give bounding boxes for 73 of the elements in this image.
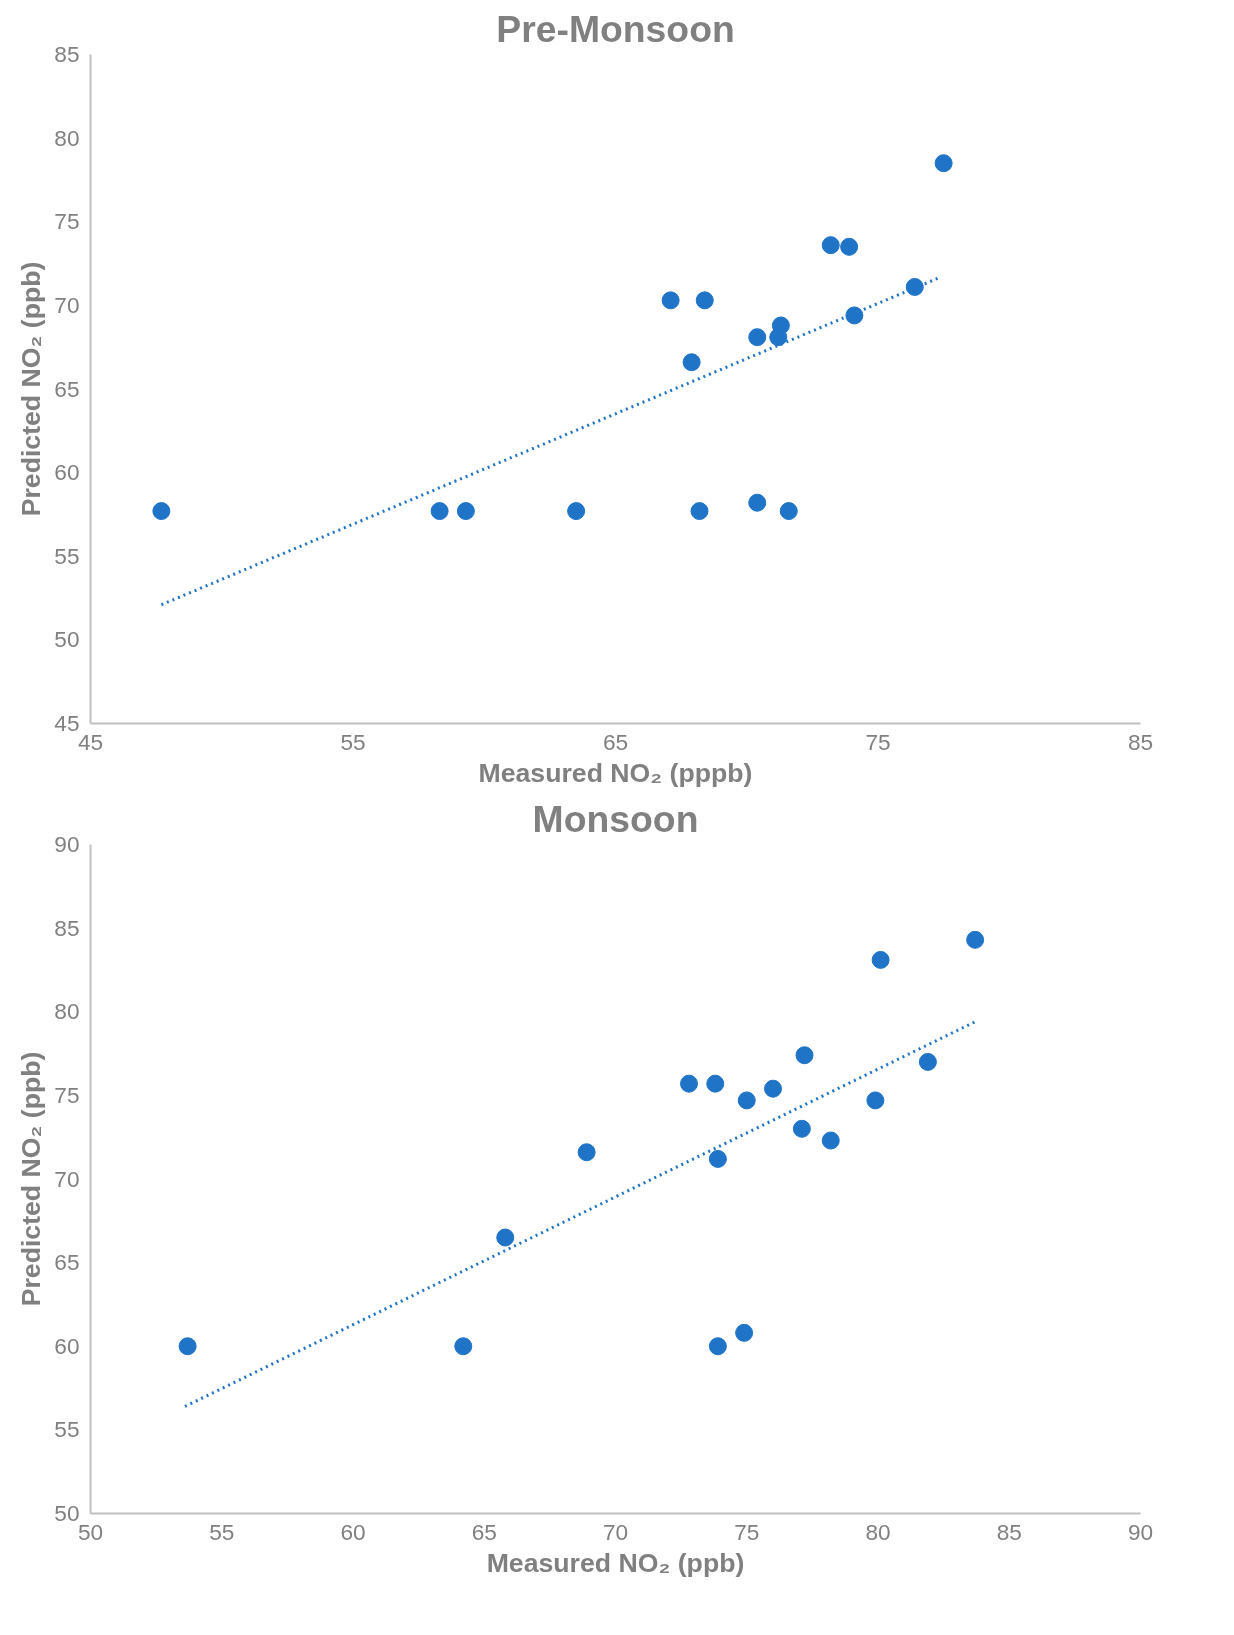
point bbox=[706, 1074, 725, 1093]
point bbox=[661, 291, 680, 310]
point bbox=[821, 236, 840, 255]
y-tick-label: 65 bbox=[54, 1249, 80, 1276]
x-tick-label: 85 bbox=[1127, 728, 1154, 755]
x-tick-label: 55 bbox=[340, 728, 366, 755]
x-tick-label: 45 bbox=[77, 728, 104, 755]
y-tick-label: 50 bbox=[54, 626, 80, 653]
y-tick-label: 45 bbox=[54, 710, 80, 736]
y-axis-title: Predicted NO₂ (ppb) bbox=[16, 1051, 47, 1307]
point bbox=[795, 1046, 814, 1065]
point bbox=[845, 306, 864, 325]
point bbox=[680, 1074, 698, 1093]
point bbox=[708, 1337, 727, 1356]
point bbox=[690, 502, 709, 521]
point bbox=[567, 502, 586, 521]
y-tick-label: 70 bbox=[54, 1165, 80, 1192]
point bbox=[934, 154, 953, 173]
y-tick-label: 55 bbox=[54, 1416, 80, 1443]
point bbox=[695, 291, 714, 310]
y-tick-label: 85 bbox=[54, 914, 80, 941]
point bbox=[792, 1119, 811, 1138]
x-tick-label: 85 bbox=[996, 1518, 1022, 1545]
y-tick-label: 50 bbox=[54, 1500, 80, 1526]
point bbox=[866, 1091, 885, 1110]
y-tick-label: 60 bbox=[54, 459, 80, 486]
x-tick-label: 60 bbox=[340, 1518, 366, 1545]
point bbox=[456, 502, 475, 521]
x-tick-label: 65 bbox=[471, 1518, 497, 1545]
point bbox=[430, 502, 449, 521]
point bbox=[918, 1052, 937, 1071]
x-axis-title: Measured NO₂ (ppb) bbox=[486, 1547, 745, 1578]
y-tick-label: 65 bbox=[54, 375, 80, 402]
point bbox=[454, 1337, 473, 1356]
y-tick-label: 90 bbox=[54, 831, 80, 857]
point bbox=[735, 1323, 754, 1342]
x-tick-label: 70 bbox=[602, 1518, 629, 1545]
point bbox=[764, 1079, 782, 1098]
x-axis-title: Measured NO₂ (pppb) bbox=[478, 757, 753, 788]
x-tick-label: 80 bbox=[865, 1518, 891, 1545]
point bbox=[496, 1228, 515, 1247]
point bbox=[577, 1143, 596, 1162]
point bbox=[779, 502, 798, 521]
y-tick-label: 75 bbox=[54, 208, 80, 235]
x-tick-label: 65 bbox=[602, 728, 629, 755]
y-tick-label: 70 bbox=[54, 291, 80, 318]
x-tick-label: 75 bbox=[865, 728, 891, 755]
point bbox=[748, 493, 767, 512]
y-tick-label: 60 bbox=[54, 1332, 80, 1359]
point bbox=[682, 353, 701, 372]
point bbox=[178, 1337, 197, 1356]
point bbox=[905, 277, 924, 296]
point bbox=[821, 1131, 840, 1150]
x-tick-label: 90 bbox=[1127, 1518, 1154, 1545]
point bbox=[966, 930, 985, 949]
point bbox=[708, 1149, 727, 1168]
y-tick-label: 75 bbox=[54, 1081, 80, 1108]
point bbox=[769, 328, 788, 347]
chart-title: Pre-Monsoon bbox=[496, 7, 735, 50]
point bbox=[737, 1091, 756, 1110]
y-tick-label: 55 bbox=[54, 542, 80, 569]
point bbox=[748, 328, 767, 347]
point bbox=[840, 237, 859, 256]
chart-title: Monsoon bbox=[532, 797, 699, 840]
point bbox=[152, 502, 171, 521]
y-tick-label: 80 bbox=[54, 124, 80, 151]
y-axis-title: Predicted NO₂ (ppb) bbox=[16, 261, 47, 517]
y-tick-label: 80 bbox=[54, 998, 80, 1025]
point bbox=[871, 950, 890, 969]
x-tick-label: 50 bbox=[77, 1518, 104, 1545]
x-tick-label: 55 bbox=[209, 1518, 235, 1545]
x-tick-label: 75 bbox=[734, 1518, 760, 1545]
y-tick-label: 85 bbox=[54, 41, 80, 67]
